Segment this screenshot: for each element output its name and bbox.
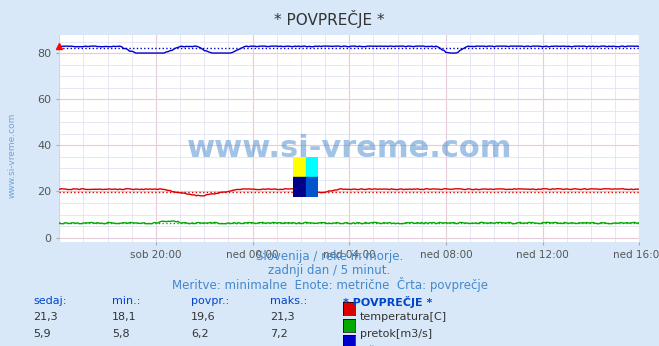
- Bar: [306, 157, 318, 177]
- Bar: [306, 177, 318, 197]
- Text: * POVPREČJE *: * POVPREČJE *: [274, 10, 385, 28]
- Text: 18,1: 18,1: [112, 312, 136, 322]
- Text: zadnji dan / 5 minut.: zadnji dan / 5 minut.: [268, 264, 391, 277]
- Text: * POVPREČJE *: * POVPREČJE *: [343, 296, 432, 308]
- Text: 7,2: 7,2: [270, 329, 288, 339]
- Bar: [293, 157, 306, 177]
- Bar: [293, 177, 306, 197]
- Text: Meritve: minimalne  Enote: metrične  Črta: povprečje: Meritve: minimalne Enote: metrične Črta:…: [171, 277, 488, 292]
- Text: 21,3: 21,3: [33, 312, 57, 322]
- Text: 5,9: 5,9: [33, 329, 51, 339]
- Text: 5,8: 5,8: [112, 329, 130, 339]
- Text: Slovenija / reke in morje.: Slovenija / reke in morje.: [256, 250, 403, 263]
- Text: temperatura[C]: temperatura[C]: [360, 312, 447, 322]
- Text: www.si-vreme.com: www.si-vreme.com: [8, 113, 17, 198]
- Text: povpr.:: povpr.:: [191, 296, 229, 306]
- Text: min.:: min.:: [112, 296, 140, 306]
- Text: sedaj:: sedaj:: [33, 296, 67, 306]
- Text: pretok[m3/s]: pretok[m3/s]: [360, 329, 432, 339]
- Text: 21,3: 21,3: [270, 312, 295, 322]
- Text: maks.:: maks.:: [270, 296, 308, 306]
- Text: www.si-vreme.com: www.si-vreme.com: [186, 134, 512, 163]
- Text: 6,2: 6,2: [191, 329, 209, 339]
- Text: 19,6: 19,6: [191, 312, 215, 322]
